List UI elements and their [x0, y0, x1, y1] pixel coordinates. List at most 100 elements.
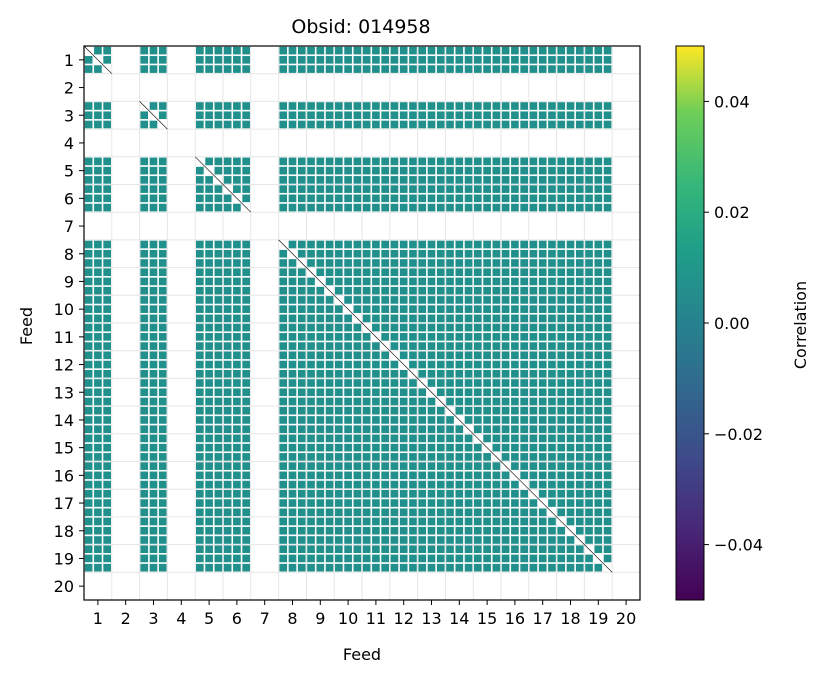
- heatmap-cell: [158, 508, 167, 517]
- heatmap-cell: [511, 111, 519, 120]
- heatmap-cell: [94, 416, 102, 424]
- heatmap-cell: [103, 46, 111, 55]
- heatmap-cell: [603, 120, 612, 129]
- heatmap-cell: [566, 471, 575, 480]
- heatmap-cell: [557, 425, 566, 433]
- heatmap-cell: [548, 296, 556, 304]
- heatmap-cell: [288, 185, 297, 193]
- heatmap-cell: [446, 397, 454, 406]
- heatmap-cell: [557, 471, 566, 480]
- heatmap-cell: [538, 102, 547, 110]
- heatmap-cell: [575, 120, 584, 129]
- heatmap-cell: [575, 249, 584, 258]
- heatmap-cell: [418, 388, 427, 397]
- heatmap-cell: [418, 554, 427, 563]
- heatmap-cell: [362, 453, 371, 461]
- heatmap-cell: [409, 314, 417, 323]
- heatmap-cell: [427, 342, 436, 350]
- heatmap-cell: [140, 453, 149, 461]
- heatmap-cell: [575, 185, 584, 193]
- heatmap-cell: [538, 46, 547, 55]
- heatmap-cell: [566, 240, 575, 249]
- heatmap-cell: [436, 56, 445, 64]
- heatmap-cell: [464, 536, 473, 544]
- heatmap-cell: [353, 176, 362, 184]
- heatmap-cell: [436, 342, 445, 350]
- heatmap-cell: [297, 480, 306, 489]
- heatmap-cell: [288, 425, 297, 433]
- heatmap-cell: [390, 462, 399, 470]
- heatmap-cell: [242, 102, 250, 110]
- heatmap-cell: [418, 46, 427, 55]
- heatmap-cell: [158, 536, 167, 544]
- heatmap-cell: [427, 46, 436, 55]
- heatmap-cell: [538, 508, 547, 517]
- heatmap-cell: [511, 46, 519, 55]
- heatmap-cell: [149, 425, 158, 433]
- heatmap-cell: [381, 46, 389, 55]
- heatmap-cell: [353, 416, 362, 424]
- heatmap-cell: [335, 508, 343, 517]
- heatmap-cell: [492, 120, 501, 129]
- heatmap-cell: [492, 526, 501, 535]
- heatmap-cell: [325, 536, 334, 544]
- heatmap-cell: [344, 480, 352, 489]
- heatmap-cell: [84, 259, 93, 267]
- heatmap-cell: [279, 397, 288, 406]
- heatmap-cell: [548, 443, 556, 452]
- heatmap-cell: [297, 536, 306, 544]
- heatmap-cell: [575, 351, 584, 360]
- heatmap-cell: [214, 194, 223, 203]
- heatmap-cell: [575, 240, 584, 249]
- heatmap-cell: [566, 157, 575, 166]
- heatmap-cell: [409, 406, 417, 415]
- heatmap-cell: [288, 286, 297, 295]
- heatmap-cell: [436, 536, 445, 544]
- heatmap-cell: [353, 342, 362, 350]
- heatmap-cell: [409, 65, 417, 73]
- heatmap-cell: [585, 471, 593, 480]
- heatmap-cell: [381, 102, 389, 110]
- heatmap-cell: [474, 305, 482, 313]
- heatmap-cell: [548, 453, 556, 461]
- heatmap-cell: [103, 416, 111, 424]
- heatmap-cell: [103, 471, 111, 480]
- heatmap-cell: [390, 157, 399, 166]
- heatmap-cell: [520, 65, 528, 73]
- heatmap-cell: [158, 286, 167, 295]
- heatmap-cell: [594, 268, 603, 277]
- heatmap-cell: [446, 526, 454, 535]
- heatmap-cell: [297, 388, 306, 397]
- heatmap-cell: [335, 56, 343, 64]
- heatmap-cell: [288, 536, 297, 544]
- heatmap-cell: [196, 462, 204, 470]
- heatmap-cell: [548, 314, 556, 323]
- heatmap-cell: [436, 333, 445, 341]
- heatmap-cell: [158, 185, 167, 193]
- heatmap-cell: [436, 166, 445, 175]
- heatmap-cell: [474, 462, 482, 470]
- heatmap-cell: [353, 203, 362, 212]
- heatmap-cell: [84, 102, 93, 110]
- heatmap-cell: [455, 194, 464, 203]
- heatmap-cell: [158, 480, 167, 489]
- heatmap-cell: [288, 314, 297, 323]
- heatmap-cell: [501, 120, 510, 129]
- heatmap-cell: [483, 416, 491, 424]
- plot-area-frame: [83, 45, 641, 601]
- heatmap-cell: [418, 323, 427, 332]
- heatmap-cell: [335, 517, 343, 526]
- heatmap-cell: [288, 508, 297, 517]
- heatmap-cell: [325, 360, 334, 369]
- heatmap-cell: [501, 102, 510, 110]
- heatmap-cell: [103, 203, 111, 212]
- heatmap-cell: [84, 480, 93, 489]
- heatmap-cell: [307, 536, 315, 544]
- heatmap-cell: [399, 277, 408, 286]
- heatmap-cell: [325, 563, 334, 572]
- y-tick-label: 3: [64, 106, 74, 125]
- heatmap-cell: [501, 517, 510, 526]
- heatmap-cell: [335, 406, 343, 415]
- heatmap-cell: [436, 176, 445, 184]
- heatmap-cell: [455, 333, 464, 341]
